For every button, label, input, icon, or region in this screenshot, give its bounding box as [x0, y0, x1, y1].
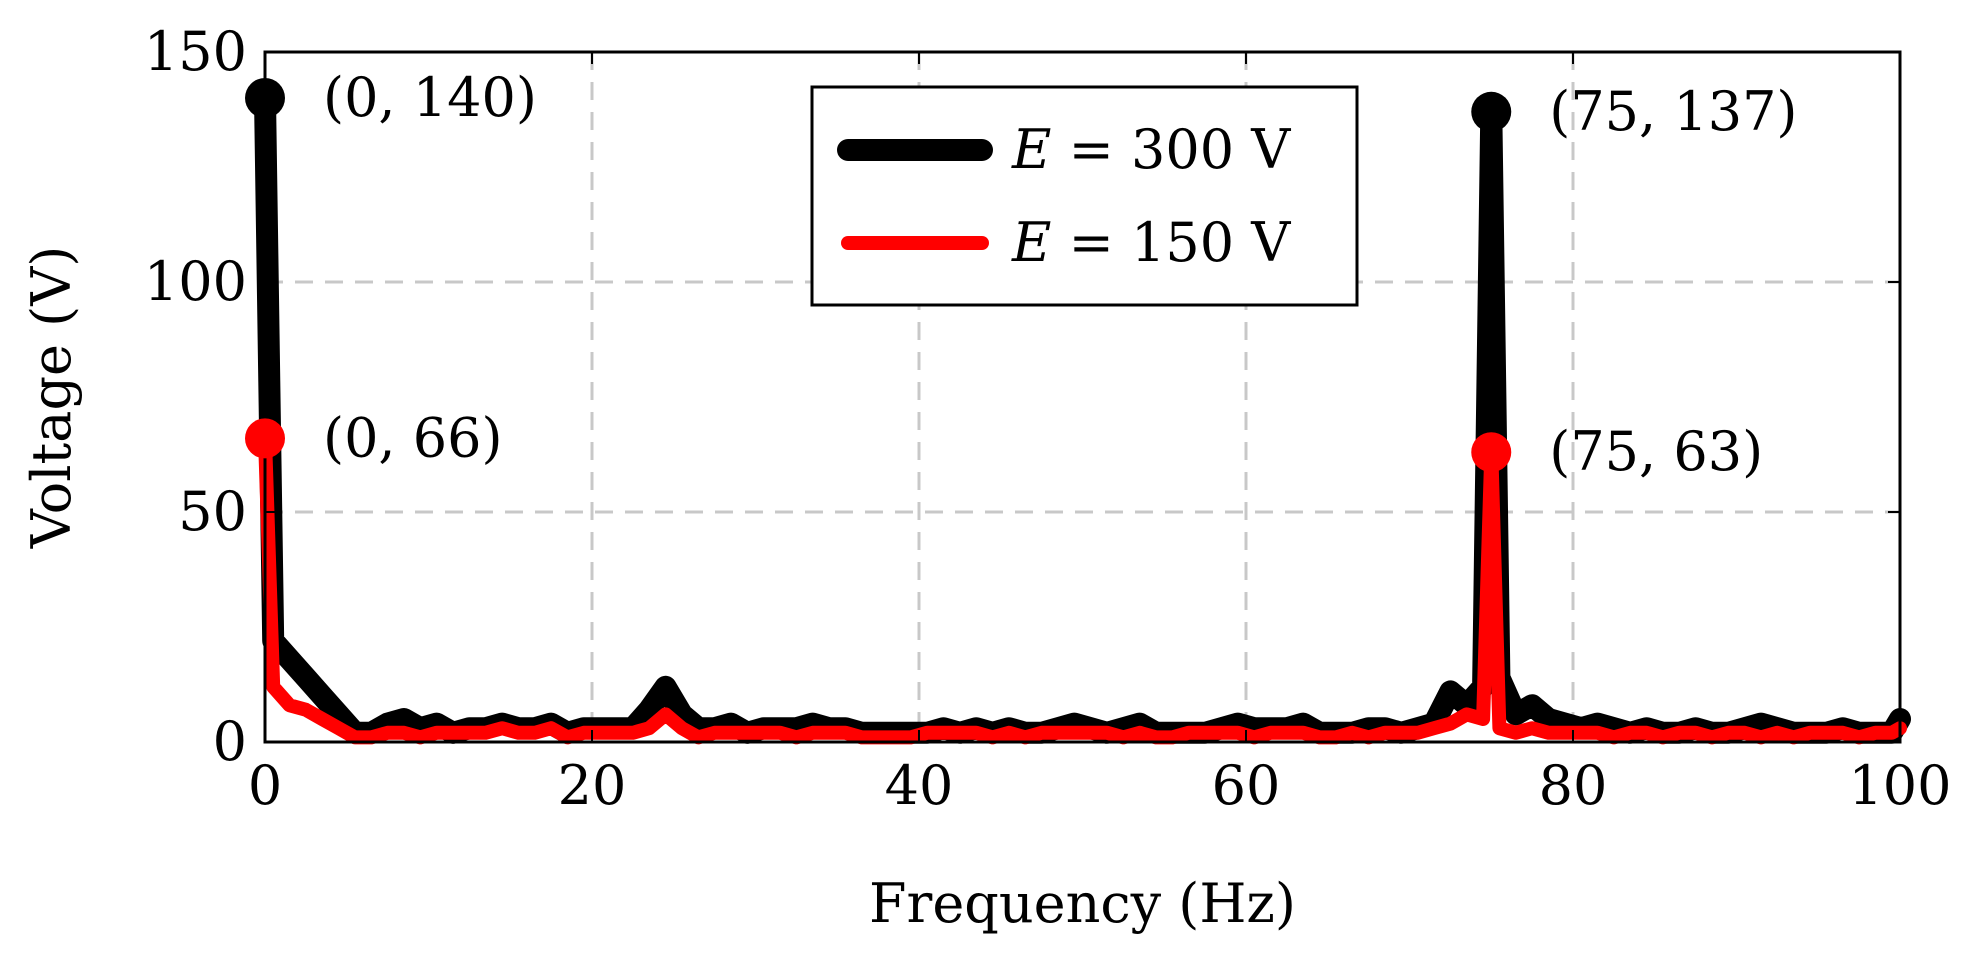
y-tick-label: 0 — [213, 710, 247, 773]
legend: E = 300 V E = 150 V — [810, 85, 1359, 307]
y-tick-label: 50 — [178, 480, 247, 543]
series-layer — [254, 87, 1911, 745]
highlight-label: (0, 140) — [323, 66, 537, 129]
legend-box — [810, 85, 1359, 307]
x-tick-label: 20 — [558, 754, 627, 817]
highlight-marker — [245, 418, 285, 459]
series-line-e150 — [258, 431, 1907, 745]
y-axis-label: Voltage (V) — [20, 246, 83, 550]
y-tick-label: 100 — [144, 250, 247, 313]
highlight-label: (75, 63) — [1549, 420, 1763, 483]
highlight-label: (0, 66) — [323, 406, 503, 469]
x-tick-label: 100 — [1848, 754, 1951, 817]
plot-frame — [263, 50, 1902, 744]
x-axis-label: Frequency (Hz) — [869, 872, 1296, 935]
x-tick-label: 60 — [1212, 754, 1281, 817]
frame-layer: 0 20 40 60 80 100 0 50 100 150 — [144, 20, 1952, 817]
x-tick-label: 40 — [885, 754, 954, 817]
legend-label: E = 300 V — [1011, 118, 1291, 181]
annotation-layer: (0, 140) (75, 137) (0, 66) (75, 63) — [245, 66, 1798, 483]
highlight-marker — [1471, 91, 1512, 132]
highlight-label: (75, 137) — [1549, 80, 1797, 143]
x-tick-label: 0 — [248, 754, 282, 817]
x-tick-label: 80 — [1539, 754, 1608, 817]
highlight-marker — [1471, 432, 1512, 473]
y-tick-label: 150 — [144, 20, 247, 83]
legend-label: E = 150 V — [1011, 211, 1291, 274]
highlight-marker — [245, 78, 285, 118]
